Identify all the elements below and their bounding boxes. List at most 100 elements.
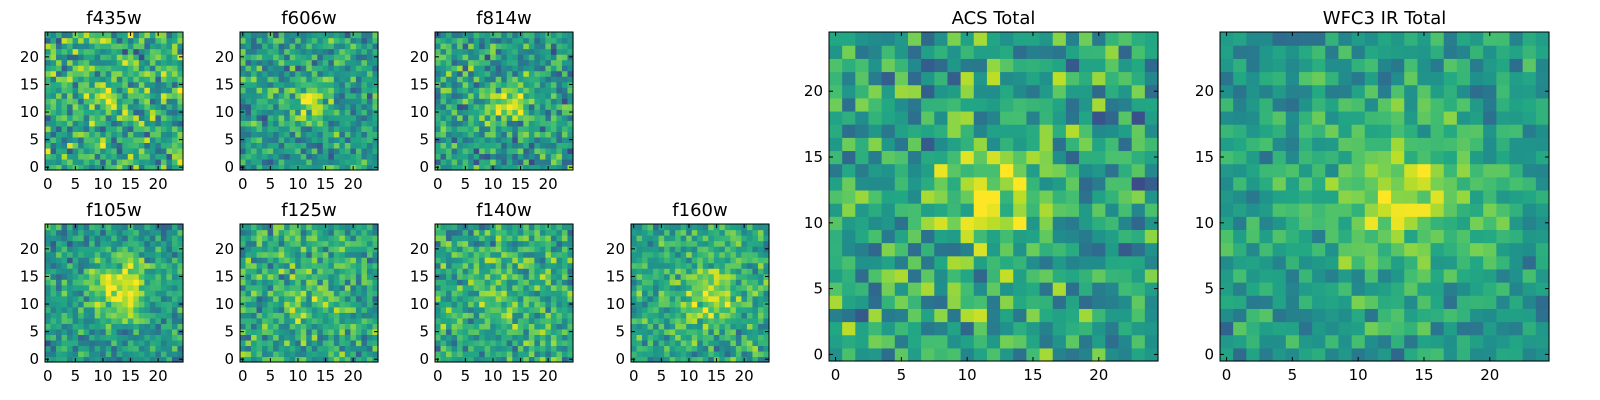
heatmap-cell xyxy=(155,120,162,127)
heatmap-cell xyxy=(160,306,168,313)
heatmap-cell xyxy=(680,240,687,247)
heatmap-cell xyxy=(556,251,563,258)
heatmap-cell xyxy=(295,109,302,116)
heatmap-cell xyxy=(122,125,129,132)
heatmap-cell xyxy=(435,345,442,352)
heatmap-cell xyxy=(171,323,179,330)
heatmap-cell xyxy=(78,345,85,352)
heatmap-cell xyxy=(561,295,569,302)
heatmap-cell xyxy=(289,120,296,127)
heatmap-cell xyxy=(550,279,558,286)
heatmap-cell xyxy=(160,103,168,110)
heatmap-cell xyxy=(144,120,151,127)
heatmap-cell xyxy=(881,334,896,349)
heatmap-cell xyxy=(1026,282,1041,296)
heatmap-cell xyxy=(1026,255,1041,270)
heatmap-cell xyxy=(273,224,280,231)
heatmap-cell xyxy=(355,147,363,155)
heatmap-cell xyxy=(171,43,179,50)
heatmap-cell xyxy=(300,98,307,105)
heatmap-cell xyxy=(697,334,704,341)
axes-frame xyxy=(630,223,770,363)
heatmap-cell xyxy=(539,131,546,138)
heatmap-cell xyxy=(78,70,85,77)
heatmap-cell xyxy=(149,81,156,88)
heatmap-cell xyxy=(986,150,1001,165)
heatmap-cell xyxy=(539,246,546,253)
heatmap-cell xyxy=(664,240,671,247)
heatmap-cell xyxy=(105,65,112,72)
heatmap-cell xyxy=(339,81,346,88)
heatmap-cell xyxy=(868,255,883,270)
heatmap-cell xyxy=(473,109,480,116)
heatmap-cell xyxy=(479,262,486,269)
heatmap-cell xyxy=(50,284,57,291)
heatmap-cell xyxy=(642,262,649,269)
heatmap-cell xyxy=(746,268,754,275)
heatmap-cell xyxy=(339,54,346,61)
heatmap-cell xyxy=(757,306,765,313)
heatmap-cell xyxy=(267,279,274,286)
heatmap-cell xyxy=(506,350,513,358)
heatmap-cell xyxy=(149,224,156,231)
heatmap-cell xyxy=(256,323,263,330)
heatmap-cell xyxy=(567,268,574,275)
heatmap-cell xyxy=(506,229,513,236)
heatmap-cell xyxy=(149,350,156,358)
heatmap-cell xyxy=(328,356,335,363)
heatmap-cell xyxy=(127,109,134,116)
heatmap-cell xyxy=(545,114,552,121)
heatmap-cell xyxy=(506,284,513,291)
heatmap-cell xyxy=(366,43,374,50)
heatmap-cell xyxy=(366,147,374,155)
heatmap-cell xyxy=(262,136,269,143)
heatmap-cell xyxy=(177,334,184,341)
heatmap-cell xyxy=(757,262,765,269)
heatmap-cell xyxy=(501,37,508,44)
heatmap-cell xyxy=(267,125,274,132)
heatmap-cell xyxy=(653,284,660,291)
heatmap-cell xyxy=(245,257,252,264)
heatmap-cell xyxy=(490,229,497,236)
heatmap-cell xyxy=(311,345,318,352)
heatmap-cell xyxy=(842,295,856,309)
heatmap-cell xyxy=(155,142,162,149)
heatmap-cell xyxy=(300,131,307,138)
heatmap-cell xyxy=(122,81,129,88)
heatmap-cell xyxy=(1065,242,1080,257)
heatmap-cell xyxy=(561,350,569,358)
heatmap-cell xyxy=(550,345,558,352)
heatmap-cell xyxy=(67,131,74,138)
heatmap-cell xyxy=(311,251,318,258)
heatmap-cell xyxy=(517,295,524,302)
heatmap-cell xyxy=(245,70,252,77)
heatmap-cell xyxy=(435,350,442,358)
heatmap-cell xyxy=(251,290,258,297)
heatmap-cell xyxy=(344,334,351,341)
heatmap-cell xyxy=(561,334,569,341)
heatmap-cell xyxy=(1079,216,1093,230)
heatmap-cell xyxy=(473,70,480,77)
heatmap-cell xyxy=(372,279,379,286)
heatmap-cell xyxy=(251,48,258,55)
heatmap-cell xyxy=(240,37,247,44)
heatmap-cell xyxy=(713,339,720,347)
heatmap-cell xyxy=(160,268,168,275)
heatmap-cell xyxy=(273,54,280,61)
heatmap-cell xyxy=(468,251,475,258)
heatmap-cell xyxy=(144,317,151,324)
heatmap-cell xyxy=(267,323,274,330)
heatmap-cell xyxy=(934,203,949,217)
heatmap-cell xyxy=(868,347,883,362)
heatmap-cell xyxy=(262,125,269,132)
heatmap-cell xyxy=(534,43,541,50)
heatmap-cell xyxy=(306,328,313,335)
heatmap-cell xyxy=(311,125,318,132)
heatmap-cell xyxy=(56,284,63,291)
heatmap-cell xyxy=(528,295,535,302)
heatmap-cell xyxy=(973,334,988,349)
heatmap-cell xyxy=(328,290,335,297)
heatmap-cell xyxy=(435,43,442,50)
heatmap-cell xyxy=(495,235,502,242)
heatmap-cell xyxy=(490,301,497,308)
